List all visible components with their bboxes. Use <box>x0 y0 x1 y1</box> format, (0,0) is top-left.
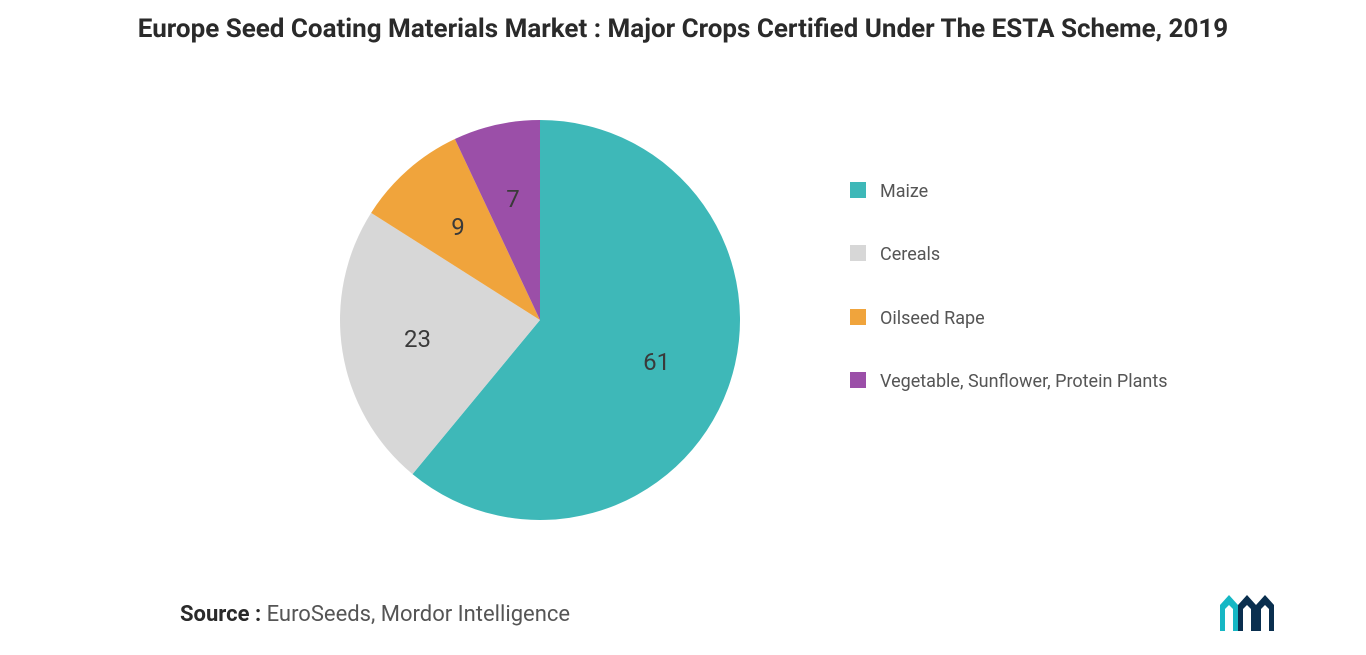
source-label: Source : <box>180 602 261 627</box>
source-line: Source : EuroSeeds, Mordor Intelligence <box>0 602 1366 627</box>
pie-chart: 612397 <box>330 110 750 530</box>
legend-item: Cereals <box>850 243 1200 266</box>
legend-label: Vegetable, Sunflower, Protein Plants <box>880 370 1168 393</box>
legend-label: Cereals <box>880 243 940 266</box>
brand-logo <box>1218 591 1276 635</box>
legend-label: Oilseed Rape <box>880 307 985 330</box>
source-text: EuroSeeds, Mordor Intelligence <box>261 602 570 627</box>
legend-swatch <box>850 182 866 198</box>
legend-item: Vegetable, Sunflower, Protein Plants <box>850 370 1200 393</box>
legend-swatch <box>850 245 866 261</box>
legend-label: Maize <box>880 180 928 203</box>
legend-item: Maize <box>850 180 1200 203</box>
legend-swatch <box>850 309 866 325</box>
logo-icon <box>1218 591 1276 631</box>
legend-item: Oilseed Rape <box>850 307 1200 330</box>
chart-area: 612397 Maize Cereals Oilseed Rape Vegetable… <box>0 100 1366 540</box>
chart-title: Europe Seed Coating Materials Market : M… <box>0 0 1366 47</box>
pie-svg <box>330 110 750 530</box>
legend: Maize Cereals Oilseed Rape Vegetable, Sunfl… <box>850 180 1200 434</box>
legend-swatch <box>850 372 866 388</box>
